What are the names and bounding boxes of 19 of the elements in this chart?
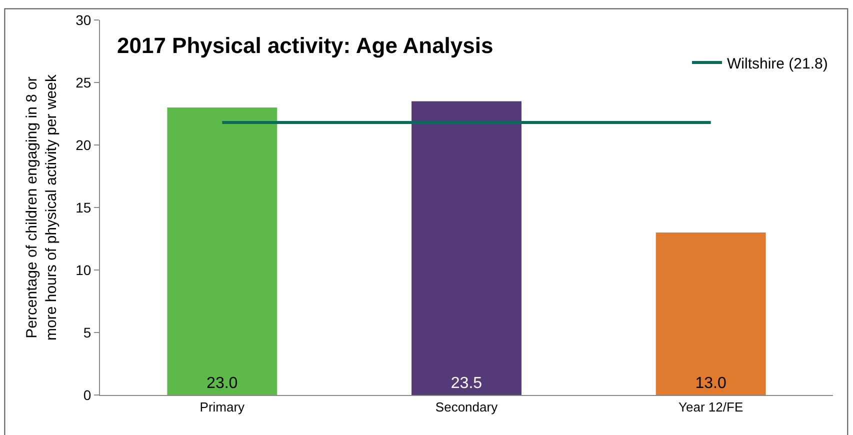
legend-label: Wiltshire (21.8) bbox=[727, 55, 828, 72]
y-axis-title: Percentage of children engaging in 8 or more hours of physical activity per week bbox=[23, 74, 60, 340]
y-tick-label: 30 bbox=[76, 12, 92, 28]
bar bbox=[167, 108, 278, 395]
y-tick-label: 25 bbox=[76, 74, 92, 90]
bar bbox=[412, 101, 522, 395]
y-tick-label: 5 bbox=[83, 324, 92, 340]
data-label: 13.0 bbox=[695, 375, 726, 392]
x-tick-label: Primary bbox=[200, 400, 246, 415]
data-label: 23.5 bbox=[450, 375, 482, 392]
x-tick-label: Secondary bbox=[435, 400, 498, 415]
y-tick-label: 0 bbox=[83, 386, 92, 403]
y-tick-label: 20 bbox=[76, 136, 92, 153]
bar bbox=[656, 232, 766, 395]
y-tick-label: 10 bbox=[76, 262, 92, 278]
y-tick-label: 15 bbox=[76, 199, 92, 216]
data-label: 23.0 bbox=[206, 375, 238, 392]
text: 2017 Physical activity: Age Analysis bbox=[117, 33, 494, 58]
x-tick-label: Year 12/FE bbox=[678, 400, 744, 415]
